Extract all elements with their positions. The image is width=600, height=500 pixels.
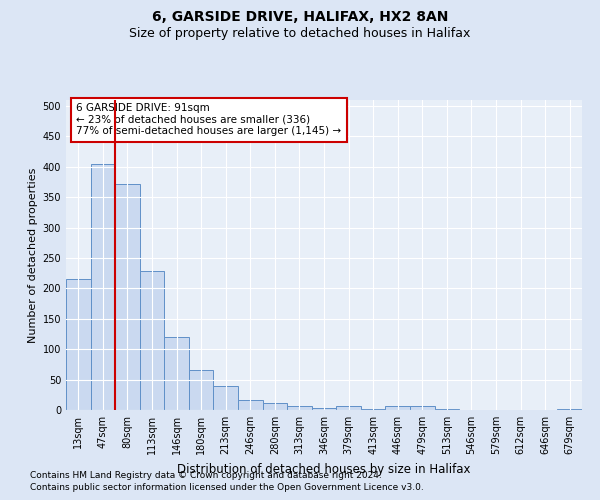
X-axis label: Distribution of detached houses by size in Halifax: Distribution of detached houses by size …: [177, 462, 471, 475]
Text: Contains public sector information licensed under the Open Government Licence v3: Contains public sector information licen…: [30, 484, 424, 492]
Bar: [189, 370, 214, 410]
Text: 6, GARSIDE DRIVE, HALIFAX, HX2 8AN: 6, GARSIDE DRIVE, HALIFAX, HX2 8AN: [152, 10, 448, 24]
Bar: [287, 406, 312, 410]
Text: 6 GARSIDE DRIVE: 91sqm
← 23% of detached houses are smaller (336)
77% of semi-de: 6 GARSIDE DRIVE: 91sqm ← 23% of detached…: [76, 103, 341, 136]
Bar: [115, 184, 140, 410]
Y-axis label: Number of detached properties: Number of detached properties: [28, 168, 38, 342]
Bar: [66, 280, 91, 410]
Bar: [140, 272, 164, 410]
Text: Size of property relative to detached houses in Halifax: Size of property relative to detached ho…: [130, 28, 470, 40]
Bar: [312, 408, 336, 410]
Bar: [410, 406, 434, 410]
Bar: [263, 402, 287, 410]
Bar: [385, 406, 410, 410]
Bar: [91, 164, 115, 410]
Bar: [214, 386, 238, 410]
Bar: [164, 337, 189, 410]
Bar: [336, 406, 361, 410]
Text: Contains HM Land Registry data © Crown copyright and database right 2024.: Contains HM Land Registry data © Crown c…: [30, 471, 382, 480]
Bar: [238, 400, 263, 410]
Bar: [361, 409, 385, 410]
